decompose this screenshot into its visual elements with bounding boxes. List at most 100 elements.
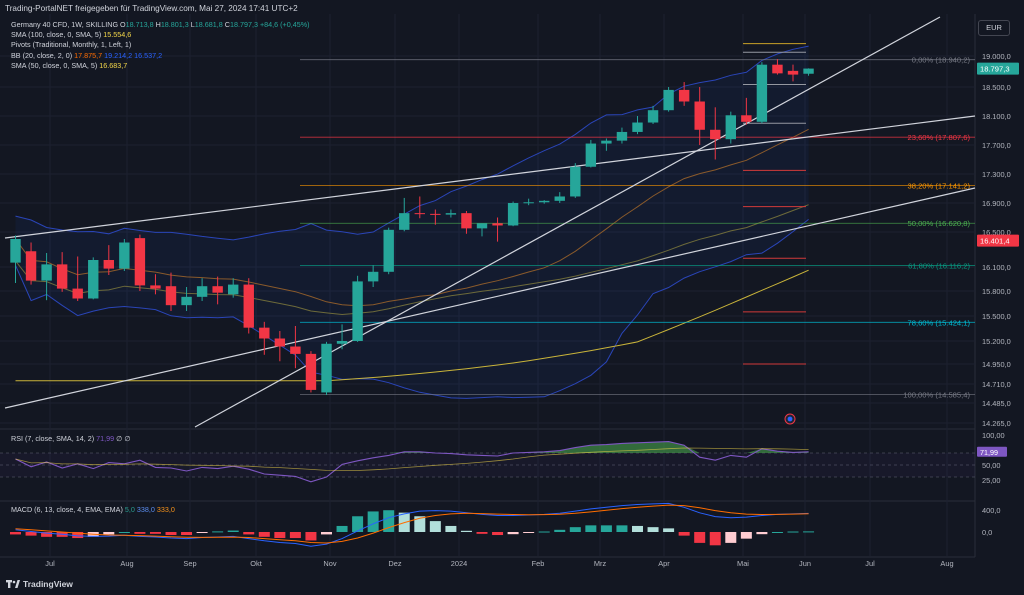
candle: [632, 116, 643, 135]
candle-body: [772, 64, 783, 74]
candle-body: [601, 140, 612, 144]
fib-level-label: 100,00% (14.585,4): [903, 391, 970, 400]
candle-body: [88, 260, 99, 299]
candle-body: [103, 260, 114, 269]
candle: [787, 64, 799, 82]
price-axis-label: 14.485,0: [982, 399, 1011, 408]
macd-histogram-bar: [600, 525, 612, 532]
candle: [336, 324, 348, 350]
macd-histogram-bar: [352, 516, 364, 532]
macd-histogram-bar: [10, 532, 21, 535]
candle-body: [305, 353, 317, 390]
legend-indicator-row[interactable]: BB (20, close, 2, 0) 17.875,7 19.214,2 1…: [11, 51, 310, 61]
time-axis-label: 2024: [451, 559, 467, 568]
candle: [134, 234, 146, 291]
macd-axis-label: 400,0: [982, 506, 1001, 515]
candle: [274, 331, 286, 362]
candle-body: [10, 239, 21, 263]
candle: [647, 105, 659, 124]
last-price-label: 18.797,3: [980, 65, 1010, 74]
rsi-axis-label: 50,00: [982, 461, 1001, 470]
macd-histogram-bar: [647, 527, 659, 532]
currency-button[interactable]: EUR: [978, 20, 1010, 36]
candle-body: [787, 70, 799, 75]
candle: [56, 252, 68, 292]
macd-histogram-bar: [243, 532, 255, 535]
rsi-band-fill: [0, 453, 975, 477]
bollinger-lower-line: [15, 219, 809, 399]
legend-ohlc-h: H18.801,3: [153, 20, 189, 29]
candle-body: [445, 213, 457, 215]
legend-symbol-row[interactable]: Germany 40 CFD, 1W, SKILLING O18.713,8 H…: [11, 20, 310, 30]
macd-histogram-bar: [492, 532, 504, 536]
fib-level-label: 78,60% (15.424,1): [908, 318, 971, 327]
candle-body: [259, 327, 270, 339]
candle-body: [196, 286, 208, 297]
macd-histogram-bar: [367, 511, 379, 532]
time-axis-label: Jul: [45, 559, 55, 568]
macd-value: 5,0: [124, 505, 135, 514]
candle: [725, 111, 736, 144]
macd-histogram-bar: [289, 532, 301, 539]
candle: [445, 209, 457, 218]
price-axis-label: 18.100,0: [982, 112, 1011, 121]
price-axis-label: 17.700,0: [982, 141, 1011, 150]
candle: [399, 197, 410, 232]
indicator-legend: Germany 40 CFD, 1W, SKILLING O18.713,8 H…: [11, 20, 310, 71]
legend-indicator-value: 16.683,7: [99, 60, 128, 70]
candle-body: [710, 129, 721, 140]
legend-ohlc-c: C18.797,3: [222, 20, 258, 29]
time-axis-label: Mrz: [594, 559, 607, 568]
macd-histogram-bar: [414, 516, 426, 532]
candle: [290, 326, 301, 369]
rsi-average-line: [15, 447, 809, 471]
macd-histogram-bar: [678, 532, 690, 536]
macd-histogram-bar: [523, 532, 535, 533]
candle-body: [119, 242, 130, 269]
candle-body: [523, 202, 534, 204]
tradingview-logo[interactable]: TradingView: [6, 579, 73, 589]
candle: [181, 287, 192, 311]
legend-indicator-row[interactable]: SMA (100, close, 0, SMA, 5) 15.554,6: [11, 30, 310, 40]
candle: [663, 87, 674, 112]
brand-name: TradingView: [23, 579, 73, 589]
candle-body: [725, 115, 736, 140]
legend-indicator-row[interactable]: Pivots (Traditional, Monthly, 1, Left, 1…: [11, 40, 310, 50]
candle-body: [803, 68, 814, 74]
candle-body: [616, 131, 628, 141]
price-axis-label: 17.300,0: [982, 170, 1011, 179]
rsi-legend[interactable]: RSI (7, close, SMA, 14, 2) 71,99 ∅ ∅: [11, 434, 131, 443]
candle: [476, 223, 488, 237]
legend-change: +84,6 (+0,45%): [259, 20, 310, 29]
fib-level-label: 0,00% (18.940,2): [912, 56, 971, 65]
candle: [710, 107, 721, 160]
candle-body: [430, 213, 441, 215]
macd-values: 5,0 338,0 333,0: [125, 505, 175, 514]
legend-indicator-value: 16.537,2: [134, 50, 163, 60]
macd-histogram-bar: [569, 527, 581, 532]
legend-ohlc-l: L18.681,8: [188, 20, 223, 29]
macd-histogram-bar: [181, 532, 193, 536]
macd-value: 333,0: [154, 505, 175, 514]
macd-histogram-bar: [694, 532, 706, 543]
macd-legend[interactable]: MACD (6, 13, close, 4, EMA, EMA) 5,0 338…: [11, 505, 175, 514]
rsi-axis-label: 25,00: [982, 476, 1001, 485]
candle-body: [414, 213, 425, 215]
tradingview-logo-icon: [6, 580, 20, 588]
macd-histogram-bar: [196, 532, 208, 533]
legend-symbol: Germany 40 CFD, 1W, SKILLING: [11, 20, 119, 29]
legend-indicator-row[interactable]: SMA (50, close, 0, SMA, 5) 16.683,7: [11, 61, 310, 71]
alert-icon-dot: [787, 416, 793, 422]
candle: [305, 351, 317, 393]
rsi-axis-label: 100,00: [982, 431, 1005, 440]
fib-level-label: 50,00% (16.620,8): [908, 219, 971, 228]
macd-histogram-bar: [725, 532, 737, 543]
candle: [165, 272, 177, 311]
price-axis-label: 15.500,0: [982, 312, 1011, 321]
candle: [492, 217, 503, 242]
sma-100-line: [15, 269, 809, 382]
macd-histogram-bar: [756, 532, 768, 535]
candle: [741, 97, 752, 125]
